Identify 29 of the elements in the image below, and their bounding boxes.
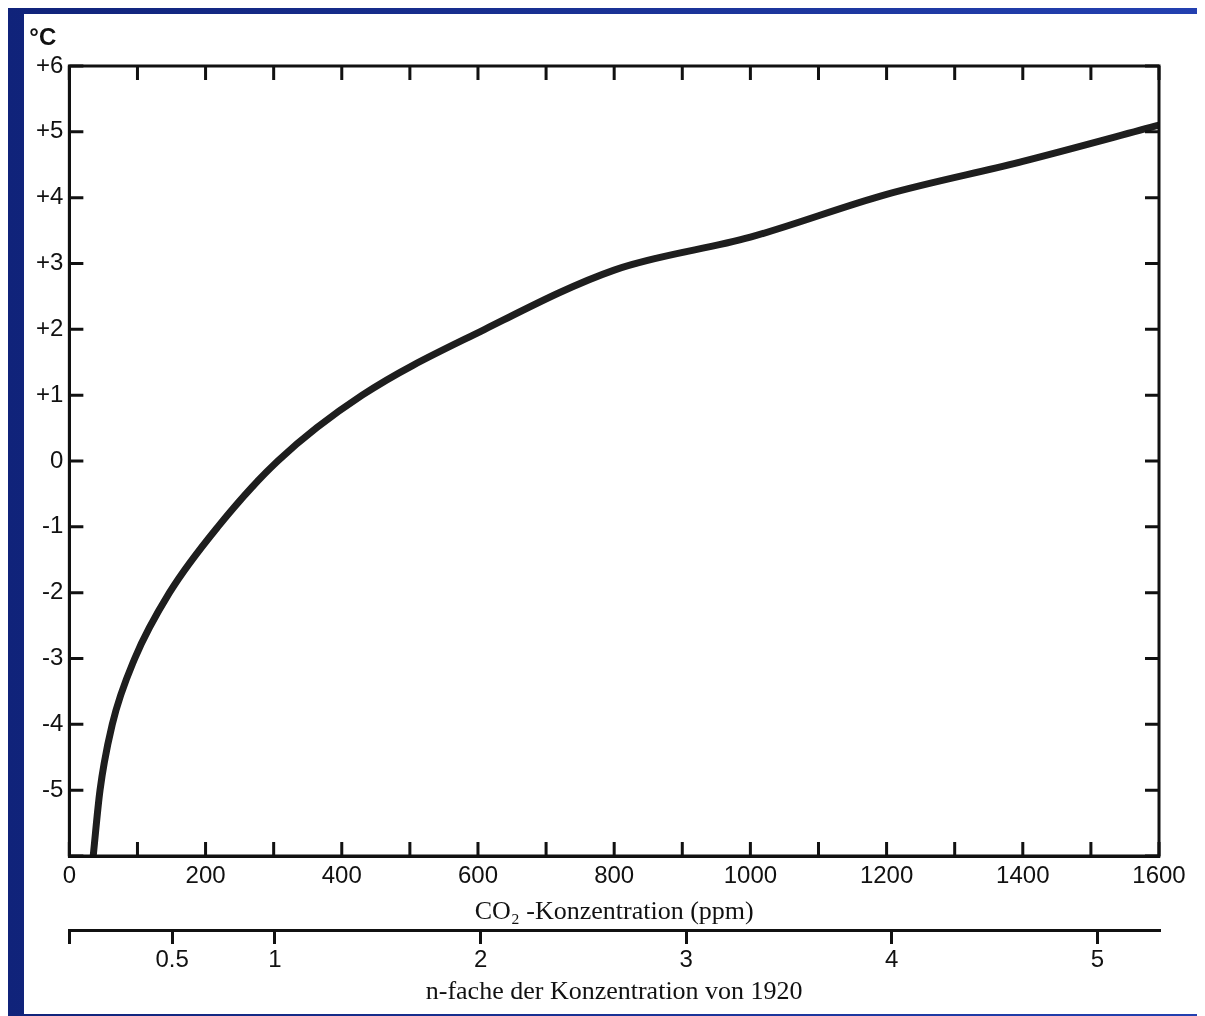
y-tick-label: -3 [42, 643, 64, 671]
x-tick-label: 800 [594, 861, 635, 889]
x-tick-label: 1200 [859, 861, 914, 889]
x2-tick-label: 2 [473, 945, 488, 973]
y-tick-label: -2 [42, 577, 64, 605]
y-tick-label: +1 [35, 379, 64, 407]
x2-tick-label: 1 [268, 945, 282, 973]
x-tick-label: 200 [185, 861, 226, 889]
y-axis-title: °C [29, 22, 57, 50]
y-tick-label: -5 [42, 774, 64, 802]
y-tick-label: +4 [35, 182, 64, 210]
x2-tick-label: 3 [679, 945, 693, 973]
x-tick-label: 1600 [1132, 861, 1186, 889]
y-tick-label: 0 [50, 445, 64, 473]
y-tick-label: +6 [35, 50, 64, 78]
x-axis-title: CO₂ -Konzentration (ppm) [474, 896, 754, 926]
x2-tick-label: 4 [885, 945, 899, 973]
y-tick-label: +2 [35, 313, 64, 341]
y-tick-label: +3 [35, 248, 64, 276]
x-tick-label: 1400 [996, 861, 1050, 889]
x2-tick-label: 5 [1090, 945, 1104, 973]
y-tick-label: +5 [35, 116, 64, 144]
x-tick-label: 1000 [723, 861, 778, 889]
y-tick-label: -4 [42, 708, 64, 736]
y-tick-label: -1 [42, 511, 64, 539]
x2-axis-title: n-fache der Konzentration von 1920 [425, 976, 803, 1006]
x-tick-label: 400 [321, 861, 362, 889]
x2-tick-label: 0.5 [155, 945, 189, 973]
x-tick-label: 600 [457, 861, 498, 889]
